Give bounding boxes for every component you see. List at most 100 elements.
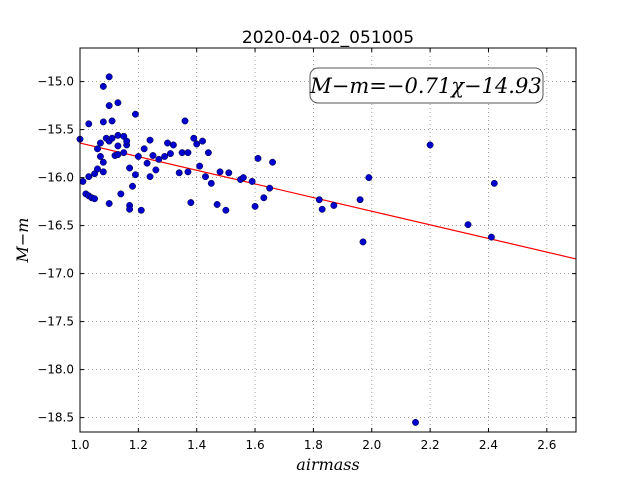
data-point — [152, 166, 160, 174]
data-point — [105, 102, 113, 110]
chart-title: 2020-04-02_051005 — [242, 28, 414, 48]
data-point — [99, 118, 107, 126]
x-tick-label: 2.6 — [537, 438, 556, 452]
data-point — [114, 142, 122, 150]
data-point — [225, 169, 233, 177]
data-point — [207, 179, 215, 187]
data-point — [202, 173, 209, 181]
data-point — [79, 177, 87, 185]
data-point — [213, 201, 221, 208]
data-point — [175, 169, 183, 177]
data-point — [94, 145, 101, 153]
data-point — [129, 182, 136, 190]
data-point — [181, 117, 189, 125]
data-point — [164, 139, 171, 147]
data-point — [96, 139, 104, 147]
data-point — [204, 149, 212, 157]
data-point — [94, 165, 101, 173]
data-point — [239, 174, 247, 182]
data-point — [196, 162, 204, 170]
data-point — [260, 194, 268, 202]
data-point — [199, 137, 206, 145]
data-point — [330, 201, 338, 209]
data-point — [149, 152, 157, 159]
data-point — [365, 174, 373, 182]
data-point — [117, 190, 125, 198]
data-point — [187, 199, 195, 207]
data-point — [114, 99, 122, 107]
data-point — [184, 168, 192, 176]
data-point — [248, 177, 256, 185]
data-point — [131, 110, 139, 118]
data-point — [137, 206, 145, 214]
data-point — [166, 150, 174, 158]
data-point — [266, 184, 274, 192]
y-tick-label: −16.0 — [37, 171, 74, 185]
data-point — [99, 158, 107, 166]
data-point — [464, 221, 472, 229]
data-point — [269, 158, 277, 166]
data-point — [318, 205, 326, 213]
data-point — [359, 238, 367, 246]
data-point — [126, 205, 134, 213]
data-point — [426, 141, 434, 149]
plot-area — [80, 48, 576, 432]
data-point — [120, 149, 128, 157]
data-point — [108, 134, 116, 142]
data-point — [134, 153, 142, 160]
y-tick-labels: −15.0 −15.5 −16.0 −16.5 −17.0 −17.5 −18.0 −18.5 — [37, 75, 74, 425]
data-point — [105, 200, 113, 207]
y-tick-label: −15.0 — [37, 75, 74, 89]
data-points — [76, 73, 498, 426]
data-point — [143, 159, 151, 167]
plot-frame — [79, 47, 577, 433]
x-tick-label: 2.0 — [362, 438, 381, 452]
data-point — [490, 179, 498, 187]
data-point — [114, 131, 122, 139]
y-tick-label: −17.0 — [37, 267, 74, 281]
annotation-box: M−m=−0.71χ−14.93 — [309, 67, 544, 104]
y-axis-label: M−m — [13, 218, 32, 264]
x-tick-label: 1.8 — [304, 438, 323, 452]
data-point — [114, 151, 122, 159]
fit-equation: M−m=−0.71χ−14.93 — [309, 74, 541, 98]
data-point — [99, 82, 107, 90]
data-point — [161, 153, 169, 160]
x-tick-label: 1.4 — [187, 438, 206, 452]
data-point — [131, 171, 139, 179]
data-point — [184, 149, 192, 157]
x-tick-labels: 1.0 1.2 1.4 1.6 1.8 2.0 2.2 2.4 2.6 — [70, 438, 556, 452]
data-point — [222, 206, 230, 214]
data-point — [216, 168, 224, 176]
x-tick-label: 1.2 — [129, 438, 148, 452]
x-axis-label: airmass — [296, 455, 359, 474]
y-tick-label: −17.5 — [37, 315, 74, 329]
data-point — [193, 140, 201, 148]
data-point — [155, 155, 163, 163]
data-point — [105, 73, 113, 81]
data-point — [85, 120, 93, 128]
data-point — [96, 153, 104, 160]
data-point — [126, 164, 134, 172]
y-tick-label: −15.5 — [37, 123, 74, 137]
y-tick-label: −16.5 — [37, 219, 74, 233]
x-tick-label: 1.6 — [246, 438, 265, 452]
data-point — [178, 149, 186, 157]
data-point — [315, 196, 323, 204]
x-tick-label: 2.4 — [479, 438, 498, 452]
data-point — [123, 137, 131, 145]
x-tick-label: 2.2 — [421, 438, 440, 452]
data-point — [99, 168, 107, 176]
y-tick-label: −18.5 — [37, 411, 74, 425]
data-point — [412, 418, 419, 426]
y-tick-label: −18.0 — [37, 363, 74, 377]
data-point — [356, 196, 364, 204]
data-point — [91, 195, 99, 203]
axis-ticks — [79, 48, 576, 432]
data-point — [190, 134, 198, 142]
data-point — [251, 202, 259, 210]
data-point — [254, 154, 262, 162]
data-point — [169, 141, 177, 149]
data-point — [85, 173, 93, 181]
